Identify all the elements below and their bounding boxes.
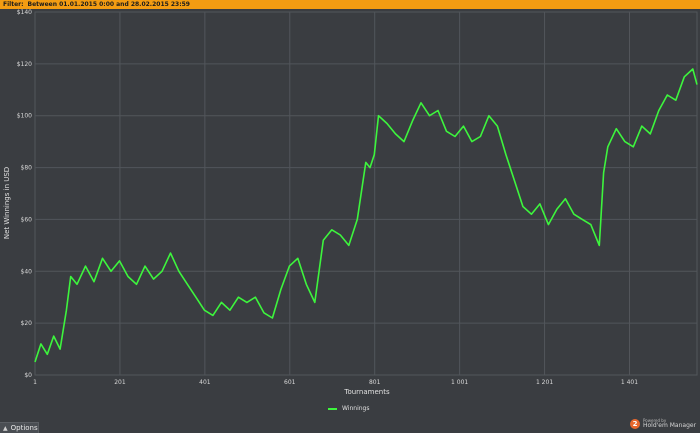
y-tick-label: $60 xyxy=(21,216,33,223)
options-label: Options xyxy=(10,424,38,432)
x-tick-label: 1 201 xyxy=(536,379,553,386)
y-tick-label: $100 xyxy=(17,113,32,120)
legend-label-winnings: Winnings xyxy=(342,405,370,412)
y-tick-label: $140 xyxy=(17,9,32,16)
x-tick-label: 1 001 xyxy=(451,379,468,386)
y-axis-label: Net Winnings in USD xyxy=(3,167,11,239)
chart-grid xyxy=(34,11,698,376)
hm2-logo-icon: 2 xyxy=(630,419,640,429)
chart-series xyxy=(34,68,698,363)
x-tick-label: 601 xyxy=(284,379,296,386)
x-axis-label: Tournaments xyxy=(343,388,390,396)
chart-legend: Winnings xyxy=(328,405,369,412)
x-tick-label: 801 xyxy=(369,379,381,386)
y-tick-label: $40 xyxy=(21,268,33,275)
winnings-chart: $0 $20 $40 $60 $80 $100 $120 $140 1 201 401 601 801… xyxy=(3,9,698,396)
brand-name: Hold'em Manager xyxy=(643,422,697,429)
filter-bar: Filter: Between 01.01.2015 0:00 and 28.02… xyxy=(0,0,700,9)
y-tick-label: $20 xyxy=(21,320,33,327)
filter-value: Between 01.01.2015 0:00 and 28.02.2015 2… xyxy=(27,1,190,8)
x-axis-ticks: 1 201 401 601 801 1 001 1 201 1 401 xyxy=(33,379,638,386)
y-tick-label: $80 xyxy=(21,165,33,172)
x-tick-label: 401 xyxy=(199,379,211,386)
x-tick-label: 1 401 xyxy=(621,379,638,386)
powered-by-text: Powered by xyxy=(643,418,667,423)
x-tick-label: 1 xyxy=(33,379,37,386)
plot-frame xyxy=(34,11,698,376)
y-axis-ticks: $0 $20 $40 $60 $80 $100 $120 $140 xyxy=(17,9,32,379)
y-tick-label: $0 xyxy=(24,372,32,379)
options-button[interactable]: ▲ Options xyxy=(0,422,39,433)
legend-swatch-winnings xyxy=(328,407,337,410)
filter-label: Filter: xyxy=(3,1,24,8)
x-tick-label: 201 xyxy=(114,379,126,386)
brand-logo: 2 Powered by Hold'em Manager xyxy=(630,415,696,433)
chevron-up-icon: ▲ xyxy=(3,424,8,432)
series-line-winnings xyxy=(34,68,698,363)
y-tick-label: $120 xyxy=(17,61,32,68)
